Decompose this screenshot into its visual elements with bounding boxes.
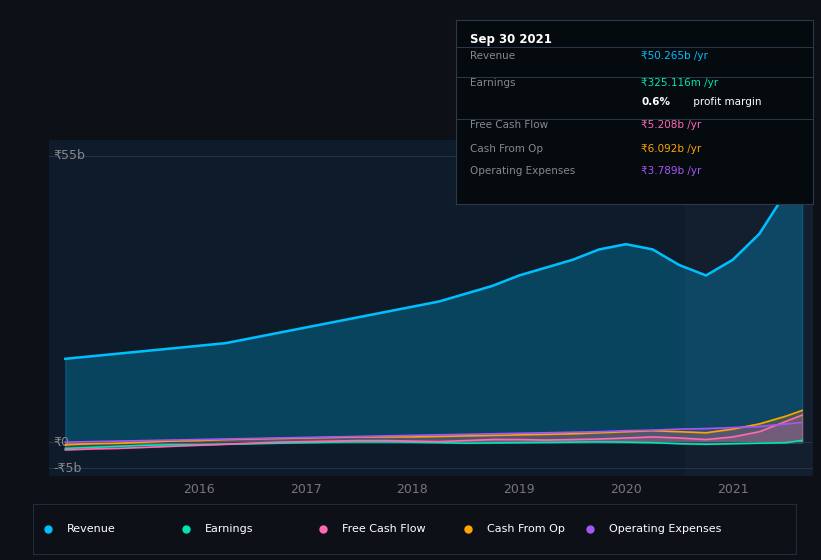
Text: profit margin: profit margin — [690, 97, 761, 108]
Text: ₹50.265b /yr: ₹50.265b /yr — [641, 51, 709, 61]
Text: Revenue: Revenue — [470, 51, 515, 61]
Text: ₹325.116m /yr: ₹325.116m /yr — [641, 78, 718, 88]
Text: Free Cash Flow: Free Cash Flow — [342, 524, 426, 534]
Text: ₹0: ₹0 — [53, 436, 69, 449]
Text: Operating Expenses: Operating Expenses — [470, 166, 576, 176]
Text: Sep 30 2021: Sep 30 2021 — [470, 32, 552, 45]
Bar — [685, 140, 813, 476]
Text: ₹55b: ₹55b — [53, 149, 85, 162]
Text: ₹5.208b /yr: ₹5.208b /yr — [641, 120, 702, 130]
Text: -₹5b: -₹5b — [53, 461, 81, 475]
Text: Earnings: Earnings — [470, 78, 516, 88]
Text: Cash From Op: Cash From Op — [487, 524, 565, 534]
Text: Cash From Op: Cash From Op — [470, 143, 543, 153]
Text: 0.6%: 0.6% — [641, 97, 671, 108]
Text: Operating Expenses: Operating Expenses — [609, 524, 722, 534]
Text: Revenue: Revenue — [67, 524, 116, 534]
Text: Free Cash Flow: Free Cash Flow — [470, 120, 548, 130]
Text: ₹3.789b /yr: ₹3.789b /yr — [641, 166, 702, 176]
Text: ₹6.092b /yr: ₹6.092b /yr — [641, 143, 702, 153]
Text: Earnings: Earnings — [204, 524, 253, 534]
